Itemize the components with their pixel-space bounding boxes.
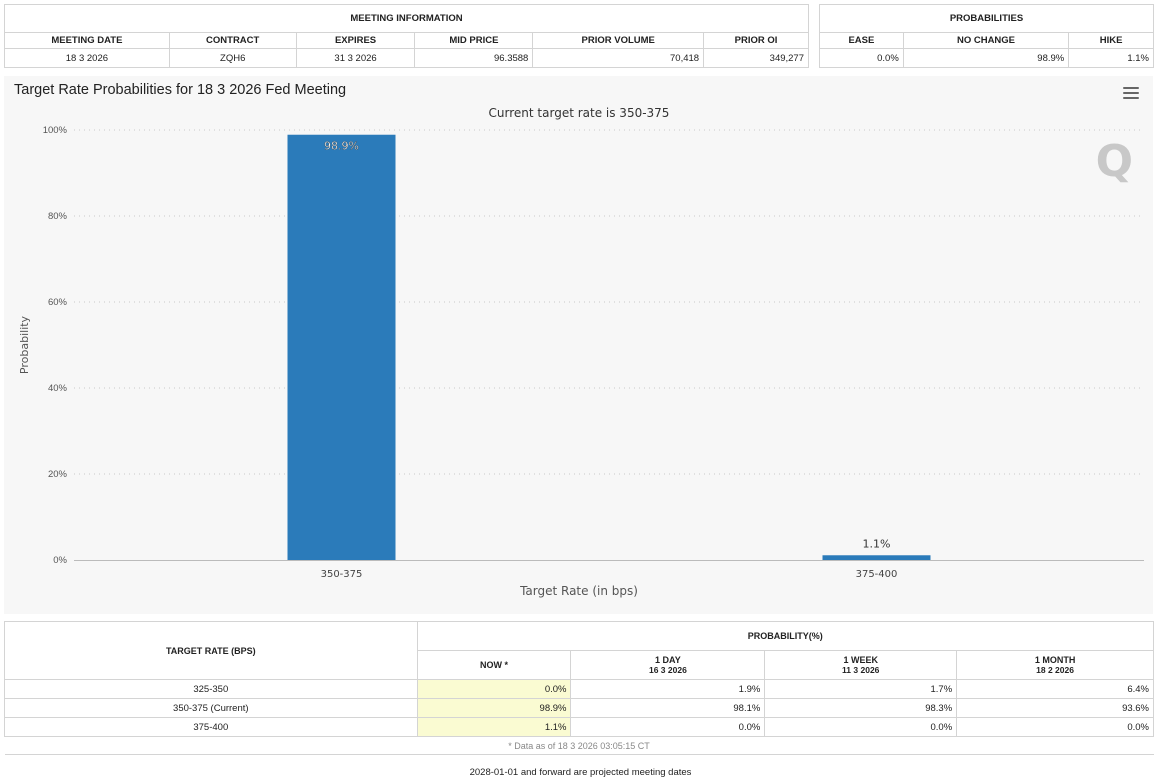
chart-panel: 0% 20% 40% 60% 80% 100% Current target rate is… — [4, 76, 1153, 614]
chart-subtitle: Current target rate is 350-375 — [489, 106, 670, 120]
probabilities-table: PROBABILITIES EASE NO CHANGE HIKE 0.0% 9… — [819, 4, 1154, 68]
bar-data-label: 1.1% — [863, 537, 891, 550]
target-rate-cell: 375-400 — [4, 717, 418, 737]
one-month-header: 1 MONTH 18 2 2026 — [956, 650, 1154, 680]
meeting-information-table: MEETING INFORMATION MEETING DATE CONTRAC… — [4, 4, 809, 68]
one-week-cell: 0.0% — [764, 717, 958, 737]
hamburger-menu-icon[interactable] — [1123, 87, 1139, 99]
contract-value: ZQH6 — [168, 48, 297, 68]
probabilities-title: PROBABILITIES — [819, 4, 1154, 33]
one-week-date: 11 3 2026 — [842, 665, 880, 675]
now-header: NOW * — [416, 650, 572, 680]
quikstrike-logo: Q — [1095, 136, 1133, 187]
expires-value: 31 3 2026 — [295, 48, 416, 68]
y-tick-label: 0% — [53, 555, 67, 566]
one-week-label: 1 WEEK — [843, 655, 878, 665]
one-week-header: 1 WEEK 11 3 2026 — [764, 650, 958, 680]
meeting-information-title: MEETING INFORMATION — [4, 4, 809, 33]
ease-header: EASE — [819, 32, 904, 49]
no-change-header: NO CHANGE — [902, 32, 1070, 49]
one-month-cell: 0.0% — [956, 717, 1154, 737]
probability-bar-chart: 0% 20% 40% 60% 80% 100% Current target rate is… — [18, 106, 1144, 598]
x-tick-label: 350-375 — [321, 569, 363, 580]
probability-header: PROBABILITY(%) — [416, 621, 1155, 651]
mid-price-header: MID PRICE — [414, 32, 534, 49]
hike-header: HIKE — [1068, 32, 1154, 49]
now-cell: 98.9% — [416, 698, 572, 718]
y-tick-label: 80% — [48, 211, 68, 222]
x-axis-title: Target Rate (in bps) — [519, 584, 638, 598]
x-tick-label: 375-400 — [856, 569, 898, 580]
bar-data-label: 98.9% — [324, 140, 359, 153]
y-tick-label: 20% — [48, 469, 68, 480]
one-month-label: 1 MONTH — [1034, 655, 1076, 665]
prior-oi-header: PRIOR OI — [703, 32, 809, 49]
y-axis-title: Probability — [18, 315, 31, 374]
ease-value: 0.0% — [819, 48, 904, 68]
one-day-cell: 0.0% — [570, 717, 766, 737]
chart-title: Target Rate Probabilities for 18 3 2026 … — [14, 82, 347, 98]
projected-meeting-note: 2028-01-01 and forward are projected mee… — [469, 767, 692, 778]
one-day-label: 1 DAY — [655, 655, 681, 665]
target-rate-cell: 325-350 — [4, 679, 418, 699]
target-rate-header: TARGET RATE (BPS) — [4, 621, 418, 680]
one-day-cell: 98.1% — [570, 698, 766, 718]
bar — [287, 134, 396, 561]
mid-price-value: 96.3588 — [414, 48, 534, 68]
y-tick-label: 60% — [48, 297, 68, 308]
prior-volume-header: PRIOR VOLUME — [532, 32, 705, 49]
hike-value: 1.1% — [1068, 48, 1154, 68]
one-week-cell: 1.7% — [764, 679, 958, 699]
table-row: 350-375 (Current) 98.9% 98.1% 98.3% 93.6… — [4, 698, 1154, 718]
no-change-value: 98.9% — [902, 48, 1070, 68]
contract-header: CONTRACT — [168, 32, 297, 49]
probability-history-table: TARGET RATE (BPS) PROBABILITY(%) NOW * 1… — [4, 621, 1155, 755]
target-rate-cell: 350-375 (Current) — [4, 698, 418, 718]
one-week-cell: 98.3% — [764, 698, 958, 718]
one-day-cell: 1.9% — [570, 679, 766, 699]
meeting-date-value: 18 3 2026 — [4, 48, 170, 68]
table-row: 375-400 1.1% 0.0% 0.0% 0.0% — [4, 717, 1154, 737]
one-month-cell: 93.6% — [956, 698, 1154, 718]
one-day-header: 1 DAY 16 3 2026 — [570, 650, 766, 680]
table-row: 325-350 0.0% 1.9% 1.7% 6.4% — [4, 679, 1154, 699]
y-tick-label: 100% — [43, 125, 68, 136]
data-timestamp-footnote: * Data as of 18 3 2026 03:05:15 CT — [4, 736, 1154, 755]
prior-volume-value: 70,418 — [532, 48, 705, 68]
meeting-date-header: MEETING DATE — [4, 32, 170, 49]
bar — [822, 555, 931, 560]
expires-header: EXPIRES — [295, 32, 416, 49]
y-tick-label: 40% — [48, 383, 68, 394]
one-month-date: 18 2 2026 — [1036, 665, 1074, 675]
one-month-cell: 6.4% — [956, 679, 1154, 699]
now-cell: 1.1% — [416, 717, 572, 737]
now-cell: 0.0% — [416, 679, 572, 699]
prior-oi-value: 349,277 — [703, 48, 809, 68]
one-day-date: 16 3 2026 — [648, 665, 687, 675]
